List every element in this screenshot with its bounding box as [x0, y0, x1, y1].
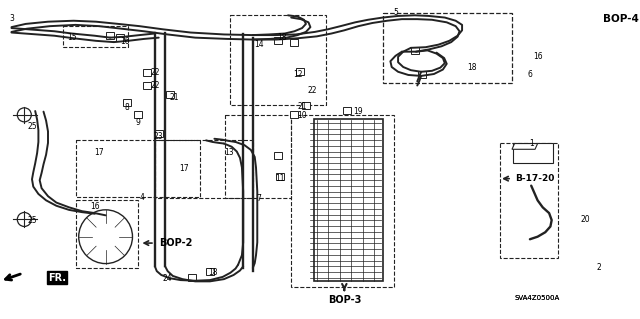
- Bar: [76, 140, 200, 197]
- Text: SVA4Z0500A: SVA4Z0500A: [515, 295, 560, 301]
- Bar: [411, 47, 419, 54]
- Bar: [155, 140, 253, 198]
- Bar: [275, 37, 282, 44]
- Text: BOP-3: BOP-3: [328, 295, 361, 306]
- Text: 25: 25: [27, 122, 37, 131]
- Text: 21: 21: [170, 93, 179, 102]
- Bar: [296, 68, 303, 75]
- Bar: [143, 82, 151, 89]
- Bar: [291, 115, 394, 287]
- Bar: [63, 26, 128, 47]
- Text: 17: 17: [94, 148, 104, 157]
- Text: 2: 2: [596, 263, 601, 272]
- Text: 22: 22: [150, 68, 159, 77]
- Text: 18: 18: [208, 268, 217, 277]
- Bar: [143, 69, 151, 76]
- Text: 17: 17: [179, 164, 189, 173]
- Bar: [383, 13, 512, 83]
- Bar: [225, 115, 291, 198]
- Text: FR.: FR.: [48, 272, 66, 283]
- Bar: [106, 32, 114, 39]
- Text: 12: 12: [293, 70, 302, 78]
- Bar: [343, 107, 351, 114]
- Text: 22: 22: [150, 81, 159, 90]
- Circle shape: [17, 212, 31, 226]
- Text: 14: 14: [254, 40, 264, 48]
- Text: 20: 20: [580, 215, 591, 224]
- Text: 16: 16: [532, 52, 543, 61]
- Text: 22: 22: [308, 86, 317, 95]
- Text: 4: 4: [140, 193, 145, 202]
- Text: 11: 11: [276, 174, 285, 183]
- Text: 16: 16: [120, 37, 130, 46]
- Bar: [275, 152, 282, 159]
- Bar: [116, 34, 124, 41]
- Text: 8: 8: [124, 103, 129, 112]
- Text: 13: 13: [224, 148, 234, 157]
- Text: 19: 19: [353, 107, 364, 116]
- Text: 9: 9: [135, 118, 140, 127]
- Bar: [206, 268, 214, 275]
- Bar: [166, 91, 173, 98]
- Bar: [419, 71, 426, 78]
- Text: 24: 24: [163, 274, 173, 283]
- Text: 3: 3: [9, 14, 14, 23]
- Text: 15: 15: [67, 33, 77, 42]
- Bar: [276, 173, 284, 180]
- Bar: [314, 119, 383, 281]
- Bar: [291, 39, 298, 46]
- Text: 10: 10: [297, 111, 307, 120]
- Text: 25: 25: [27, 216, 37, 225]
- Text: 21: 21: [298, 102, 307, 111]
- Text: 23: 23: [154, 132, 164, 141]
- Text: 16: 16: [90, 202, 100, 211]
- Text: SVA4Z0500A: SVA4Z0500A: [515, 295, 560, 301]
- Text: BOP-4: BOP-4: [603, 13, 639, 24]
- Text: 18: 18: [468, 63, 477, 72]
- Bar: [188, 274, 196, 281]
- Text: 1: 1: [529, 139, 534, 148]
- Circle shape: [17, 108, 31, 122]
- FancyBboxPatch shape: [513, 143, 553, 163]
- Bar: [302, 102, 310, 109]
- Text: FR.: FR.: [48, 272, 66, 283]
- Polygon shape: [512, 144, 538, 149]
- Text: 6: 6: [527, 70, 532, 78]
- Bar: [134, 111, 141, 118]
- Bar: [500, 143, 558, 258]
- Text: 7: 7: [257, 194, 262, 203]
- Bar: [76, 200, 138, 268]
- Bar: [155, 130, 163, 137]
- Text: B-17-20: B-17-20: [515, 174, 555, 183]
- Text: 5: 5: [393, 8, 398, 17]
- Text: BOP-2: BOP-2: [159, 238, 192, 248]
- Bar: [123, 99, 131, 106]
- Bar: [291, 111, 298, 118]
- Text: 18: 18: [277, 33, 286, 42]
- Circle shape: [79, 210, 132, 263]
- Bar: [230, 15, 326, 105]
